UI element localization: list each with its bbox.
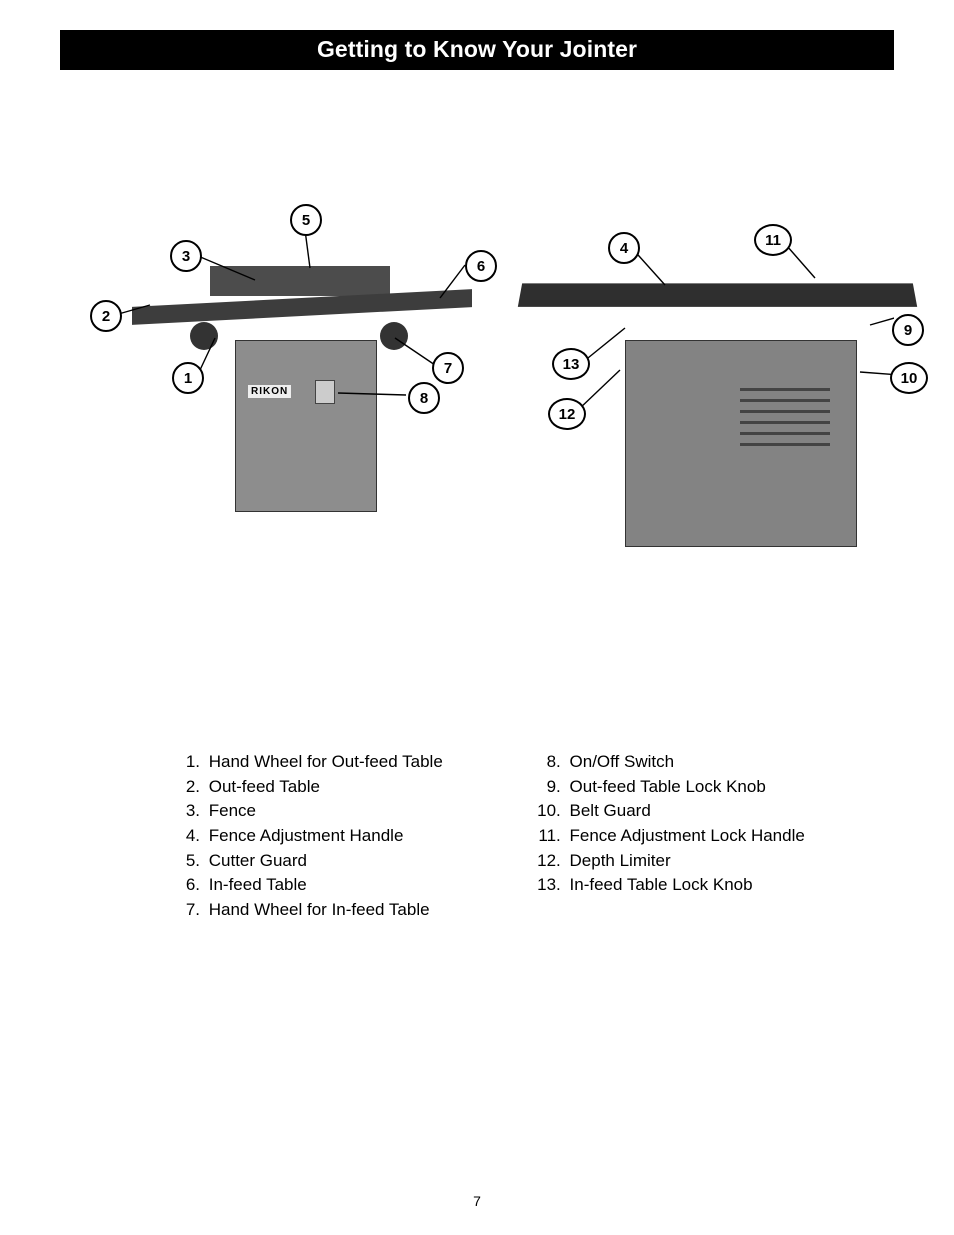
- legend-text: Out-feed Table Lock Knob: [570, 775, 766, 800]
- legend-num: 4.: [180, 824, 200, 849]
- legend-num: 8.: [533, 750, 561, 775]
- page-number: 7: [0, 1193, 954, 1209]
- jointer-table-rear-shape: [518, 283, 917, 307]
- legend-text: Cutter Guard: [209, 849, 307, 874]
- legend-row: 5. Cutter Guard: [180, 849, 443, 874]
- legend-num: 3.: [180, 799, 200, 824]
- legend-row: 7. Hand Wheel for In-feed Table: [180, 898, 443, 923]
- legend-text: Fence: [209, 799, 256, 824]
- handwheel-left-shape: [190, 322, 218, 350]
- legend-row: 3. Fence: [180, 799, 443, 824]
- callout-5: 5: [290, 204, 322, 236]
- legend-text: Depth Limiter: [570, 849, 671, 874]
- legend-row: 1. Hand Wheel for Out-feed Table: [180, 750, 443, 775]
- callout-3: 3: [170, 240, 202, 272]
- legend-num: 13.: [533, 873, 561, 898]
- jointer-cabinet-shape: [235, 340, 377, 512]
- legend-row: 4. Fence Adjustment Handle: [180, 824, 443, 849]
- legend-num: 1.: [180, 750, 200, 775]
- legend-num: 2.: [180, 775, 200, 800]
- legend: 1. Hand Wheel for Out-feed Table 2. Out-…: [180, 750, 894, 922]
- callout-1: 1: [172, 362, 204, 394]
- legend-text: Hand Wheel for Out-feed Table: [209, 750, 443, 775]
- legend-num: 9.: [533, 775, 561, 800]
- handwheel-right-shape: [380, 322, 408, 350]
- cabinet-vents-shape: [740, 380, 830, 454]
- legend-column-left: 1. Hand Wheel for Out-feed Table 2. Out-…: [180, 750, 443, 922]
- legend-num: 12.: [533, 849, 561, 874]
- legend-row: 10. Belt Guard: [533, 799, 805, 824]
- legend-num: 6.: [180, 873, 200, 898]
- legend-num: 11.: [533, 824, 561, 849]
- switch-shape: [315, 380, 335, 404]
- callout-8: 8: [408, 382, 440, 414]
- callout-10: 10: [890, 362, 928, 394]
- callout-4: 4: [608, 232, 640, 264]
- legend-row: 8. On/Off Switch: [533, 750, 805, 775]
- legend-num: 7.: [180, 898, 200, 923]
- jointer-fence-shape: [210, 266, 390, 296]
- legend-text: Out-feed Table: [209, 775, 320, 800]
- callout-13: 13: [552, 348, 590, 380]
- callout-11: 11: [754, 224, 792, 256]
- legend-column-right: 8. On/Off Switch 9. Out-feed Table Lock …: [533, 750, 805, 922]
- callout-2: 2: [90, 300, 122, 332]
- legend-num: 5.: [180, 849, 200, 874]
- legend-text: In-feed Table Lock Knob: [570, 873, 753, 898]
- callout-9: 9: [892, 314, 924, 346]
- legend-row: 11. Fence Adjustment Lock Handle: [533, 824, 805, 849]
- callout-12: 12: [548, 398, 586, 430]
- legend-text: Fence Adjustment Lock Handle: [570, 824, 805, 849]
- brand-label: RIKON: [248, 385, 291, 398]
- manual-page: Getting to Know Your Jointer RIKON: [0, 0, 954, 1235]
- legend-text: Hand Wheel for In-feed Table: [209, 898, 430, 923]
- legend-row: 12. Depth Limiter: [533, 849, 805, 874]
- legend-row: 6. In-feed Table: [180, 873, 443, 898]
- section-title-bar: Getting to Know Your Jointer: [60, 30, 894, 70]
- callout-6: 6: [465, 250, 497, 282]
- diagram-area: RIKON: [60, 210, 894, 620]
- legend-num: 10.: [533, 799, 561, 824]
- legend-text: In-feed Table: [209, 873, 307, 898]
- legend-text: Belt Guard: [570, 799, 651, 824]
- legend-row: 13. In-feed Table Lock Knob: [533, 873, 805, 898]
- callout-7: 7: [432, 352, 464, 384]
- legend-text: On/Off Switch: [570, 750, 675, 775]
- legend-row: 9. Out-feed Table Lock Knob: [533, 775, 805, 800]
- legend-row: 2. Out-feed Table: [180, 775, 443, 800]
- legend-text: Fence Adjustment Handle: [209, 824, 404, 849]
